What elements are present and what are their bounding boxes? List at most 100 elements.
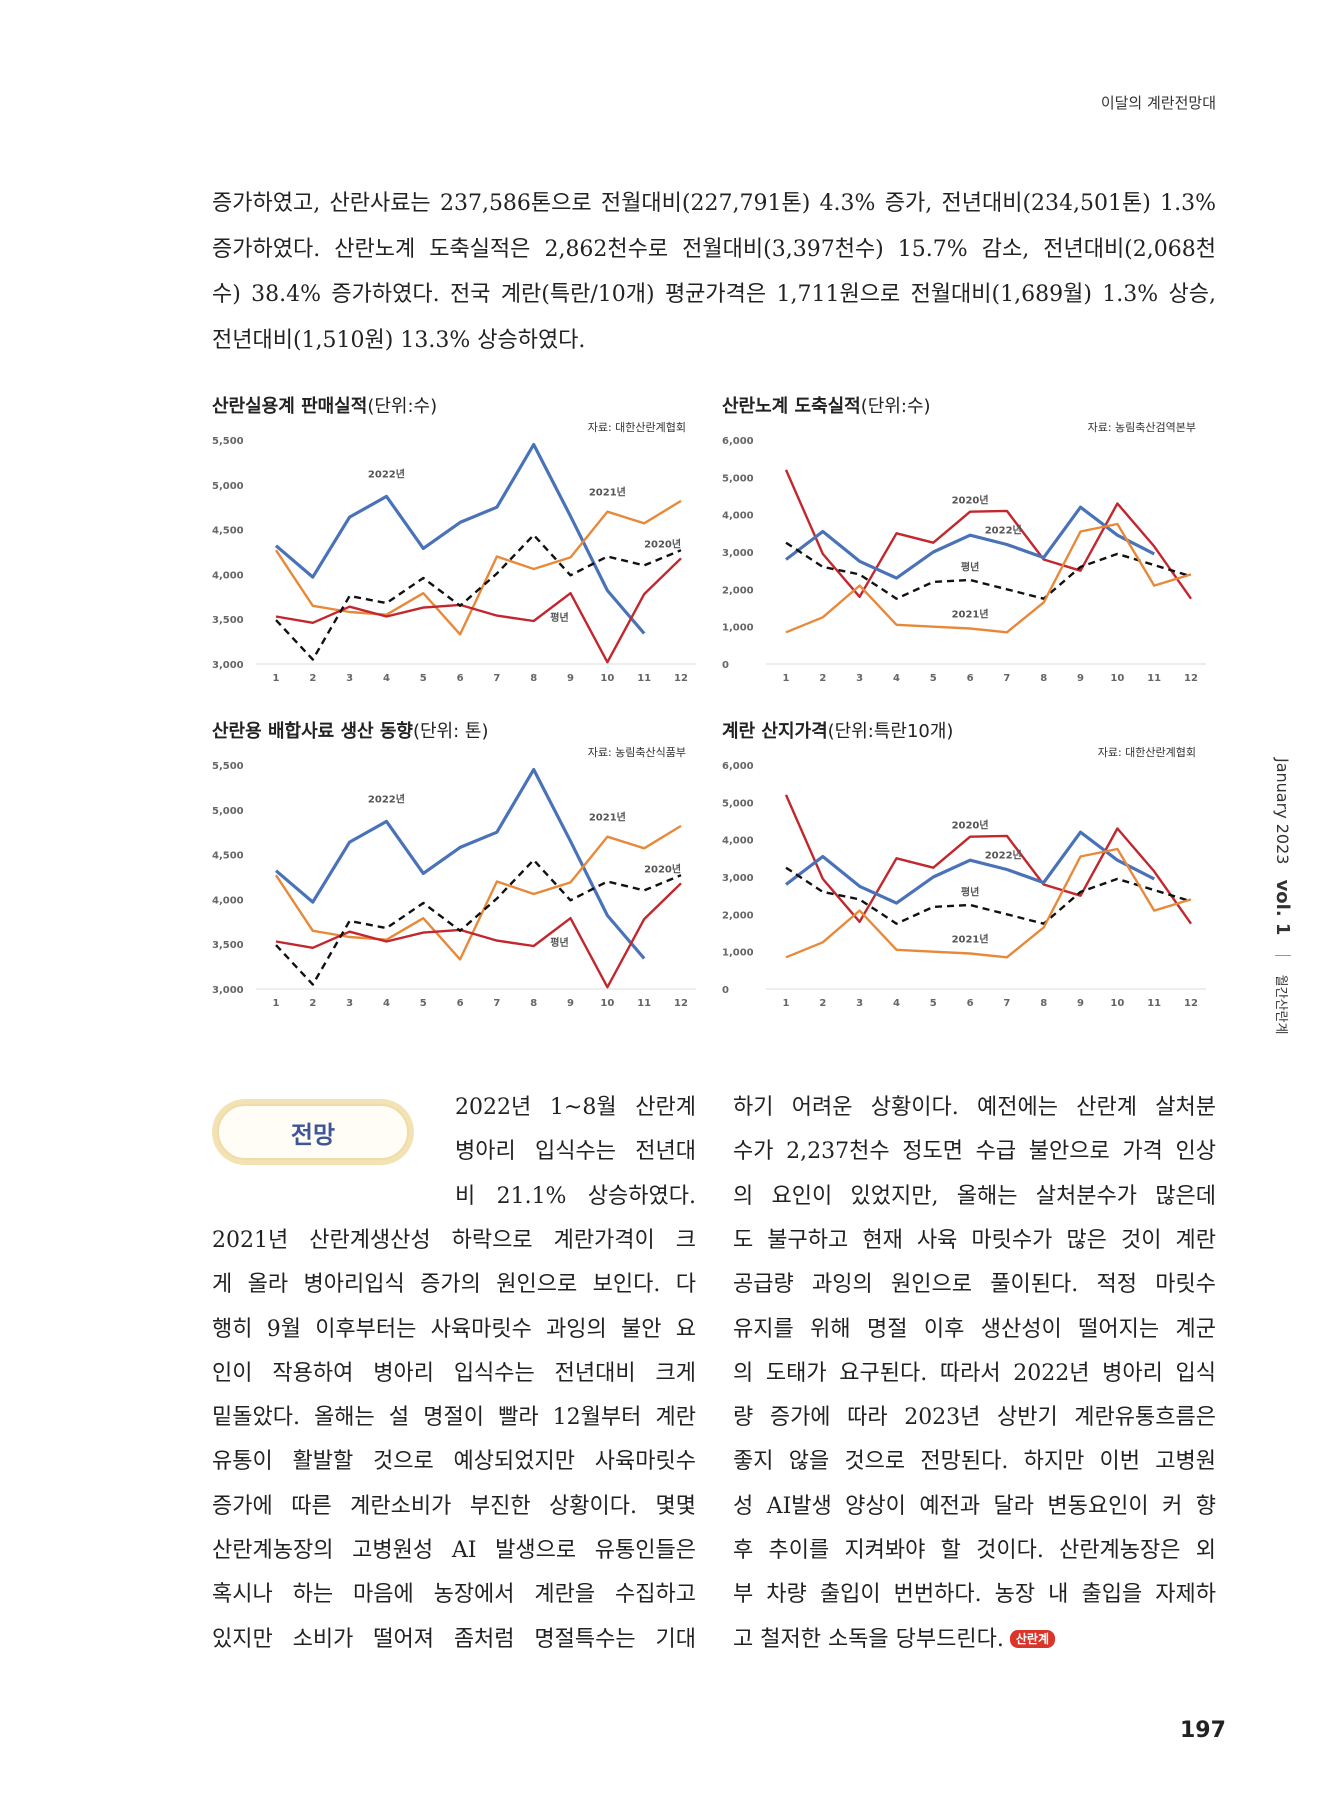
x-tick-label: 11 [637, 998, 651, 1009]
y-tick-label: 4,500 [212, 526, 244, 537]
outlook-line: 량 증가에 따라 2023년 상반기 계란유통흐름은 [733, 1405, 1216, 1431]
x-tick-label: 7 [493, 998, 500, 1009]
x-tick-label: 12 [1184, 673, 1198, 684]
outlook-line: 혹시나 하는 마음에 농장에서 계란을 수집하고 [212, 1582, 696, 1608]
y-tick-label: 1,000 [722, 623, 754, 634]
y-tick-label: 3,000 [722, 548, 754, 559]
x-tick-label: 11 [1147, 998, 1161, 1009]
intro-line: 증가하였고, 산란사료는 237,586톤으로 전월대비(227,791톤) 4… [212, 191, 1216, 216]
series-label: 2020년 [952, 818, 989, 831]
outlook-line: 밑돌았다. 올해는 설 명절이 빨라 12월부터 계란 [212, 1405, 696, 1431]
outlook-line: 후 추이를 지켜봐야 할 것이다. 산란계농장은 외 [733, 1538, 1216, 1563]
intro-line: 증가하였다. 산란노계 도축실적은 2,862천수로 전월대비(3,397천수)… [212, 236, 1216, 262]
outlook-line: 고 철저한 소독을 당부드린다. 산란계 [733, 1625, 1216, 1655]
series-label: 2021년 [952, 932, 989, 945]
chart-unit: (단위: 톤) [412, 721, 489, 742]
y-tick-label: 5,000 [212, 481, 244, 492]
outlook-line: 의 도태가 요구된다. 따라서 2022년 병아리 입식 [733, 1360, 1216, 1386]
x-tick-label: 3 [346, 673, 353, 684]
outlook-line: 인이 작용하여 병아리 입식수는 전년대비 크게 [212, 1360, 696, 1386]
y-tick-label: 2,000 [722, 910, 754, 921]
x-tick-label: 3 [856, 998, 863, 1009]
chart-title-text: 계란 산지가격 [722, 721, 828, 742]
outlook-line: 산란계농장의 고병원성 AI 발생으로 유통인들은 [212, 1538, 696, 1563]
series-label: 2021년 [952, 607, 989, 620]
x-tick-label: 9 [1077, 673, 1084, 684]
outlook-line: 있지만 소비가 떨어져 좀처럼 명절특수는 기대 [212, 1626, 696, 1652]
x-tick-label: 6 [457, 673, 464, 684]
x-tick-label: 4 [383, 673, 390, 684]
y-tick-label: 5,000 [722, 798, 754, 809]
outlook-line: 좋지 않을 것으로 전망된다. 하지만 이번 고병원 [733, 1449, 1216, 1475]
outlook-line: 유지를 위해 명절 이후 생산성이 떨어지는 계군 [733, 1316, 1216, 1342]
outlook-line: 유통이 활발할 것으로 예상되었지만 사육마릿수 [212, 1449, 696, 1475]
series-label: 2020년 [644, 538, 681, 551]
y-tick-label: 3,000 [212, 660, 244, 671]
series-label: 2022년 [368, 468, 405, 481]
x-tick-label: 9 [1077, 998, 1084, 1009]
intro-line: 전년대비(1,510원) 13.3% 상승하였다. [212, 327, 586, 353]
series-label: 평년 [550, 611, 568, 624]
chart-title-text: 산란노계 도축실적 [722, 396, 861, 417]
sidebar-rotated: January 2023 vol. 1 월간산란계 [1272, 758, 1293, 1034]
series-label: 2020년 [952, 493, 989, 506]
y-tick-label: 5,500 [212, 761, 244, 772]
x-tick-label: 8 [530, 998, 537, 1009]
series-label: 2020년 [644, 863, 681, 876]
x-tick-label: 4 [893, 673, 900, 684]
outlook-line: 2022년 1~8월 산란계 [455, 1095, 696, 1120]
outlook-line-text: 고 철저한 소독을 당부드린다. [733, 1626, 1004, 1652]
x-tick-label: 2 [819, 998, 826, 1009]
issue-date: January 2023 [1273, 758, 1292, 865]
x-tick-label: 6 [967, 998, 974, 1009]
chart-source: 자료: 농림축산식품부 [588, 746, 686, 759]
x-tick-label: 5 [420, 673, 427, 684]
series-label: 2021년 [589, 811, 626, 824]
x-tick-label: 2 [309, 673, 316, 684]
x-tick-label: 8 [530, 673, 537, 684]
series-line [785, 541, 1192, 600]
outlook-line: 도 불구하고 현재 사육 마릿수가 많은 것이 계란 [733, 1227, 1216, 1253]
outlook-line: 하기 어려운 상황이다. 예전에는 산란계 살처분 [733, 1095, 1216, 1120]
x-tick-label: 8 [1040, 998, 1047, 1009]
chart-title-text: 산란용 배합사료 생산 동향 [212, 721, 413, 742]
x-tick-label: 11 [637, 673, 651, 684]
x-tick-label: 12 [674, 998, 688, 1009]
x-tick-label: 12 [1184, 998, 1198, 1009]
chart-source: 자료: 대한산란계협회 [1098, 746, 1196, 759]
x-tick-label: 3 [856, 673, 863, 684]
outlook-line: 2021년 산란계생산성 하락으로 계란가격이 크 [212, 1227, 696, 1253]
y-tick-label: 3,000 [212, 985, 244, 996]
chart-source: 자료: 농림축산검역본부 [1088, 421, 1196, 434]
series-label: 평년 [961, 561, 979, 574]
x-tick-label: 7 [1003, 673, 1010, 684]
series-line [785, 847, 1192, 959]
x-tick-label: 5 [930, 998, 937, 1009]
x-tick-label: 10 [1110, 673, 1124, 684]
chart-svg: 자료: 대한산란계협회 0 1,000 2,000 3,000 4,000 5,000 6,0… [722, 746, 1206, 1009]
x-tick-label: 1 [783, 673, 790, 684]
series-label: 평년 [550, 936, 568, 949]
x-tick-label: 2 [819, 673, 826, 684]
x-tick-label: 10 [600, 673, 614, 684]
series-label: 2022년 [985, 848, 1022, 861]
chart-unit: (단위:수) [860, 396, 931, 417]
line-chart: 자료: 농림축산식품부 3,000 3,500 4,000 4,500 5,000 5,50… [212, 744, 702, 1014]
page-number: 197 [1180, 1718, 1226, 1743]
chart-unit: (단위:수) [367, 396, 438, 417]
chart-title-text: 산란실용계 판매실적 [212, 396, 368, 417]
x-tick-label: 5 [930, 673, 937, 684]
x-tick-label: 4 [383, 998, 390, 1009]
line-chart: 자료: 대한산란계협회 0 1,000 2,000 3,000 4,000 5,000 6,0… [722, 744, 1212, 1014]
outlook-line: 비 21.1% 상승하였다. [455, 1183, 696, 1209]
x-tick-label: 1 [783, 998, 790, 1009]
series-line [275, 882, 682, 989]
series-line [274, 824, 682, 961]
outlook-line: 의 요인이 있었지만, 올해는 살처분수가 많은데 [733, 1183, 1216, 1209]
series-line [275, 858, 682, 986]
x-tick-label: 11 [1147, 673, 1161, 684]
y-tick-label: 4,000 [212, 895, 244, 906]
x-tick-label: 1 [273, 673, 280, 684]
series-line [275, 557, 682, 664]
section-header: 이달의 계란전망대 [1100, 94, 1216, 112]
